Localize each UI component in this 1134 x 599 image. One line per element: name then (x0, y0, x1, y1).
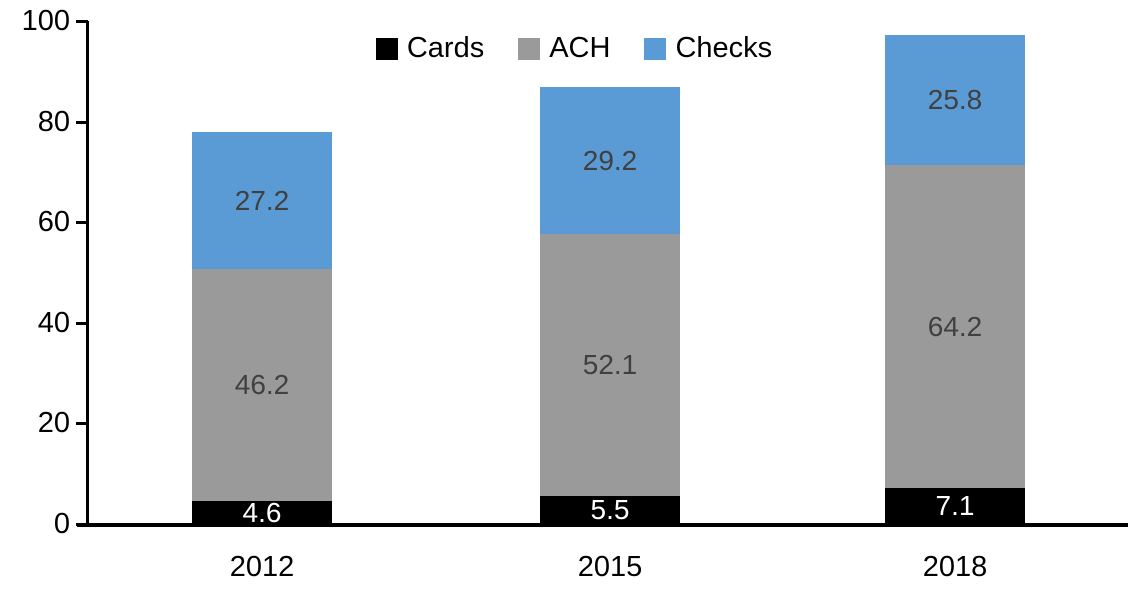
legend-label: ACH (549, 32, 611, 64)
bar-segment-value: 7.1 (935, 490, 975, 521)
y-axis-tick (76, 221, 88, 225)
x-axis-category-label: 2018 (922, 551, 988, 583)
legend-label: Cards (406, 32, 485, 64)
x-axis-line (77, 523, 1128, 527)
bar-segment-cards (885, 488, 1025, 524)
y-axis-tick (76, 523, 88, 526)
y-axis-tick-label: 40 (37, 306, 70, 339)
legend-item-ach: ACH (518, 34, 610, 63)
y-axis-tick (76, 422, 88, 426)
y-axis-tick (76, 321, 88, 325)
bar-segment-ach (540, 234, 680, 496)
legend-marker-ach (518, 37, 541, 60)
bar-segment-cards (192, 501, 332, 524)
y-axis-tick (76, 120, 88, 124)
bar-segment-value: 25.8 (927, 84, 983, 115)
bar-segment-ach (885, 165, 1025, 488)
bar-segment-checks (540, 87, 680, 234)
bar-segment-ach (192, 269, 332, 501)
legend-marker-cards (375, 37, 398, 60)
legend-marker-checks (644, 37, 667, 60)
x-axis-category-label: 2015 (577, 551, 643, 583)
bar-segment-checks (192, 132, 332, 269)
legend-item-checks: Checks (644, 34, 772, 63)
bar-segment-value: 29.2 (582, 144, 638, 176)
y-axis-tick (76, 20, 88, 23)
bar-segment-value: 52.1 (582, 349, 638, 380)
bar-segment-value: 4.6 (242, 496, 282, 528)
bar-segment-value: 5.5 (590, 494, 630, 525)
y-axis-tick-label: 60 (37, 206, 70, 239)
legend-item-cards: Cards (375, 32, 485, 64)
legend-label: Checks (675, 32, 773, 64)
bar-segment-value: 64.2 (927, 310, 983, 342)
y-axis-tick-label: 20 (37, 407, 70, 440)
chart-legend: Cards ACH Checks (14, 34, 1134, 63)
y-axis-tick-label: 100 (21, 5, 70, 37)
bar-segment-value: 27.2 (234, 184, 290, 216)
x-axis-category-label: 2012 (229, 551, 295, 583)
y-axis-tick-label: 80 (37, 105, 70, 138)
y-axis-line (86, 21, 89, 527)
y-axis-tick-label: 0 (53, 508, 70, 540)
bar-segment-value: 46.2 (234, 369, 290, 400)
bar-segment-checks (885, 35, 1025, 165)
bar-segment-cards (540, 496, 680, 524)
